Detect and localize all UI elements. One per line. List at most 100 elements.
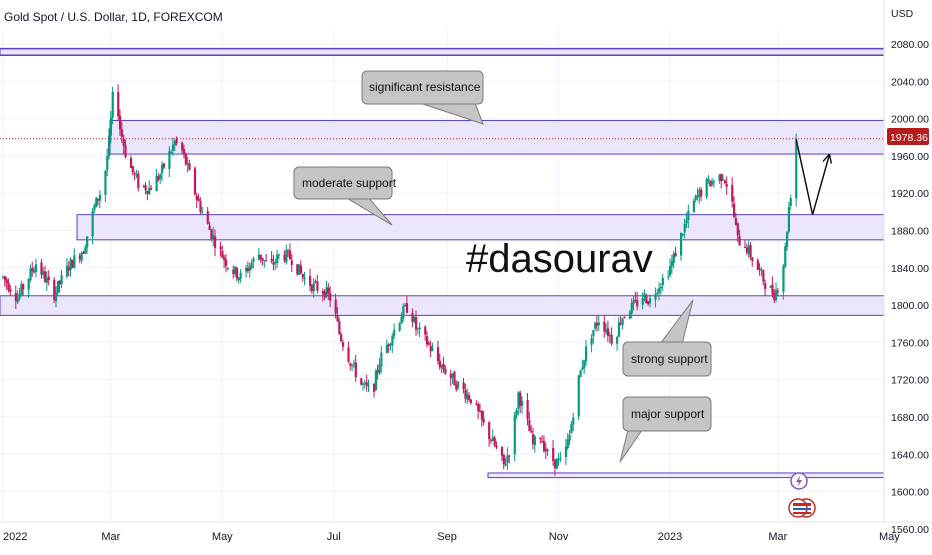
candle-body bbox=[263, 260, 266, 262]
candle-body bbox=[310, 285, 314, 292]
candle-up bbox=[559, 451, 562, 462]
callout-moderate-support[interactable]: moderate support bbox=[293, 166, 397, 226]
candle-down bbox=[82, 250, 85, 254]
candle-body bbox=[477, 404, 480, 411]
callout-strong-support[interactable]: strong support bbox=[622, 299, 712, 377]
candle-down bbox=[411, 308, 414, 328]
candle-down bbox=[720, 173, 723, 189]
candle-down bbox=[455, 380, 458, 392]
callout-major-support[interactable]: major support bbox=[619, 396, 712, 463]
candle-down bbox=[131, 165, 134, 176]
candle-down bbox=[376, 364, 379, 380]
y-tick-label: 1840.00 bbox=[891, 263, 929, 275]
candle-down bbox=[221, 245, 224, 259]
candle-body bbox=[206, 211, 209, 224]
candle-body bbox=[436, 347, 440, 361]
candle-body bbox=[771, 284, 774, 295]
x-tick-label: 2022 bbox=[3, 531, 27, 543]
candle-up bbox=[775, 282, 778, 303]
candle-up bbox=[160, 161, 164, 182]
candle-down bbox=[272, 254, 275, 271]
candle-up bbox=[45, 270, 49, 291]
candle-up bbox=[325, 280, 328, 299]
candle-up bbox=[252, 256, 255, 269]
candle-body bbox=[707, 178, 710, 181]
candle-body bbox=[129, 158, 133, 168]
candle-up bbox=[86, 236, 89, 254]
candle-body bbox=[232, 269, 235, 275]
candle-down bbox=[734, 212, 738, 226]
candle-down bbox=[67, 261, 70, 277]
candle-body bbox=[287, 250, 290, 252]
candle-up bbox=[504, 457, 507, 467]
us-flag-icon[interactable] bbox=[788, 498, 816, 518]
candle-body bbox=[117, 92, 120, 117]
candle-body bbox=[65, 265, 69, 277]
candle-body bbox=[617, 322, 621, 337]
candle-body bbox=[672, 253, 675, 263]
candle-body bbox=[674, 252, 677, 257]
candle-up bbox=[374, 368, 378, 391]
callout-significant-resistance[interactable]: significant resistance bbox=[361, 70, 484, 125]
candle-up bbox=[712, 178, 716, 188]
candle-up bbox=[54, 286, 58, 308]
candle-down bbox=[133, 171, 136, 181]
candle-down bbox=[482, 411, 485, 426]
candle-body bbox=[769, 286, 772, 288]
candle-body bbox=[323, 291, 326, 298]
callout-major-support-text: major support bbox=[631, 407, 705, 421]
candle-body bbox=[506, 455, 509, 463]
candle-down bbox=[338, 318, 341, 336]
last-price-badge: 1978.36 bbox=[887, 128, 929, 145]
candle-down bbox=[595, 315, 599, 332]
x-tick-label: May bbox=[879, 531, 900, 543]
candle-down bbox=[197, 194, 200, 202]
candle-up bbox=[155, 169, 158, 192]
candle-body bbox=[212, 235, 215, 240]
x-axis[interactable]: 2022 Mar May Jul Sep Nov 2023 Mar May bbox=[3, 531, 900, 543]
candle-body bbox=[53, 279, 56, 301]
candle-body bbox=[80, 253, 83, 261]
candle-body bbox=[616, 337, 619, 344]
y-tick-label: 1880.00 bbox=[891, 226, 929, 238]
candle-body bbox=[709, 180, 712, 187]
candle-up bbox=[18, 287, 21, 302]
candle-body bbox=[762, 270, 765, 282]
candle-body bbox=[736, 222, 739, 236]
x-tick-label: Jul bbox=[327, 531, 341, 543]
candle-body bbox=[429, 345, 432, 352]
candle-down bbox=[436, 340, 440, 365]
candle-body bbox=[488, 422, 491, 440]
candle-down bbox=[120, 121, 123, 143]
candle-body bbox=[773, 292, 776, 301]
candle-body bbox=[67, 267, 70, 271]
candle-down bbox=[502, 454, 505, 470]
candle-up bbox=[584, 339, 588, 366]
candle-down bbox=[751, 257, 754, 267]
candle-body bbox=[334, 299, 337, 314]
candle-down bbox=[150, 184, 153, 191]
candle-up bbox=[226, 266, 229, 271]
candle-body bbox=[261, 258, 264, 261]
candle-body bbox=[743, 247, 747, 249]
candle-up bbox=[171, 137, 175, 157]
lightning-icon[interactable] bbox=[790, 472, 808, 490]
candle-up bbox=[557, 452, 560, 466]
candle-body bbox=[698, 189, 701, 198]
price-scale-panel[interactable] bbox=[884, 0, 932, 550]
candle-body bbox=[78, 255, 81, 260]
candle-up bbox=[705, 177, 708, 200]
candle-down bbox=[541, 435, 544, 443]
candle-up bbox=[654, 287, 657, 308]
candle-up bbox=[186, 156, 189, 173]
candle-down bbox=[129, 155, 133, 169]
candle-body bbox=[137, 173, 140, 189]
candle-down bbox=[489, 438, 493, 444]
candle-down bbox=[347, 341, 350, 364]
candle-body bbox=[354, 362, 357, 378]
candle-down bbox=[321, 288, 325, 302]
candle-down bbox=[334, 293, 337, 319]
candle-up bbox=[93, 203, 96, 214]
